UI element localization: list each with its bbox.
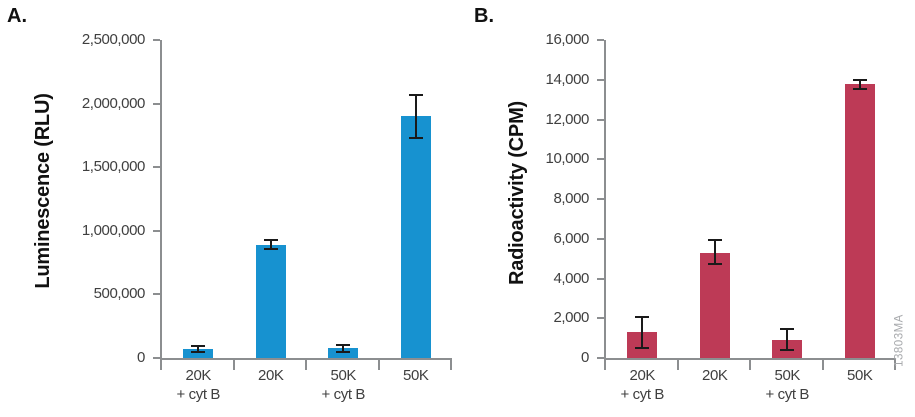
- error-bar-cap-bottom: [408, 136, 423, 139]
- bar: [255, 244, 286, 358]
- y-tick-label: 1,000,000: [81, 221, 146, 239]
- panel-a-plot-area: 0 500,000 1,000,000 1,500,000 2,000,000 2,500…: [0, 0, 455, 417]
- bar: [699, 252, 730, 358]
- y-axis-tick: [153, 39, 160, 41]
- x-axis-group-tick: [232, 358, 235, 370]
- x-category-label-line: + cyt B: [765, 386, 810, 403]
- y-tick-label: 14,000: [545, 70, 590, 88]
- y-tick-label: 0: [137, 349, 145, 366]
- x-axis-group-tick: [676, 358, 679, 370]
- x-category-label-line: 20K: [702, 367, 728, 384]
- y-axis-tick: [153, 166, 160, 169]
- error-bar-line: [641, 317, 644, 349]
- y-tick-label: 10,000: [545, 150, 590, 168]
- y-axis-tick: [153, 357, 160, 359]
- y-tick-label: 6,000: [553, 229, 589, 247]
- y-tick-label: 8,000: [553, 190, 589, 207]
- bar: [328, 348, 359, 358]
- error-bar-cap-bottom: [852, 87, 867, 90]
- x-axis-group-tick: [749, 358, 751, 370]
- x-category-label-line: 20K: [629, 367, 656, 384]
- x-category-label-line: 50K: [330, 367, 357, 384]
- y-axis-tick: [597, 277, 604, 280]
- y-axis-tick: [153, 229, 160, 232]
- x-category-label: 50K: [378, 366, 454, 385]
- error-bar-line: [858, 79, 861, 89]
- x-category-label-line: 50K: [774, 367, 801, 384]
- y-tick-label: 4,000: [553, 269, 589, 287]
- error-bar-cap-bottom: [263, 248, 278, 251]
- watermark-text: 13803MA: [893, 314, 906, 367]
- x-category-label: 50K + cyt B: [305, 366, 381, 404]
- error-bar-cap-bottom: [780, 349, 795, 352]
- error-bar-cap-top: [263, 238, 278, 241]
- x-category-label-line: 20K: [258, 367, 284, 384]
- x-axis-group-tick: [821, 358, 824, 370]
- x-category-label-line: 50K: [403, 367, 429, 384]
- y-axis-tick: [597, 118, 604, 121]
- x-axis-group-tick: [450, 358, 452, 370]
- y-tick-label: 16,000: [545, 31, 590, 48]
- y-tick-label: 0: [581, 349, 589, 366]
- x-category-label-line: + cyt B: [321, 386, 366, 403]
- error-bar-cap-top: [191, 344, 206, 347]
- y-tick-label: 2,000,000: [81, 94, 146, 112]
- x-category-label-line: + cyt B: [176, 386, 221, 403]
- error-bar-cap-top: [336, 344, 351, 347]
- y-axis-tick: [597, 317, 604, 320]
- bar: [183, 349, 214, 358]
- y-axis-tick: [597, 237, 604, 240]
- panel-a: A. Luminescence (RLU) 0 500,000 1,000,000 1…: [0, 0, 455, 417]
- x-category-label: 50K: [822, 366, 898, 385]
- y-axis-tick: [153, 293, 160, 296]
- y-axis-tick: [597, 78, 604, 81]
- error-bar-cap-top: [707, 238, 722, 241]
- error-bar-cap-top: [635, 316, 650, 319]
- error-bar-cap-bottom: [707, 262, 722, 265]
- error-bar-cap-top: [852, 78, 867, 81]
- y-axis-line: [160, 40, 162, 370]
- error-bar-line: [269, 239, 272, 250]
- panel-b-plot-area: 0 2,000 4,000 6,000 8,000 10,000 12,000 14,000 1…: [444, 0, 915, 417]
- error-bar-line: [786, 329, 789, 351]
- error-bar-cap-bottom: [635, 347, 650, 350]
- y-tick-label: 2,500,000: [81, 31, 146, 48]
- x-category-label: 50K + cyt B: [749, 366, 825, 404]
- y-axis-tick: [597, 158, 604, 161]
- x-category-label-line: 20K: [185, 367, 212, 384]
- error-bar-cap-top: [780, 328, 795, 331]
- y-axis-tick: [597, 198, 604, 200]
- y-tick-label: 2,000: [553, 309, 589, 327]
- panel-b-title: B.: [474, 5, 494, 27]
- bar: [844, 83, 875, 358]
- error-bar-line: [197, 345, 200, 353]
- x-axis-group-tick: [305, 358, 307, 370]
- y-tick-label: 500,000: [93, 285, 146, 303]
- x-category-label: 20K: [677, 366, 753, 385]
- error-bar-cap-bottom: [336, 350, 351, 353]
- x-category-label: 20K + cyt B: [604, 366, 680, 404]
- y-axis-line: [604, 40, 606, 370]
- bar: [400, 116, 431, 358]
- panel-a-title: A.: [7, 5, 27, 27]
- y-axis-tick: [597, 39, 604, 41]
- x-axis-group-tick: [377, 358, 380, 370]
- error-bar-cap-top: [408, 93, 423, 96]
- y-axis-tick: [597, 357, 604, 359]
- x-axis-group-tick: [894, 358, 896, 370]
- y-tick-label: 12,000: [545, 110, 590, 128]
- error-bar-cap-bottom: [191, 351, 206, 354]
- error-bar-line: [414, 94, 417, 138]
- y-tick-label: 1,500,000: [81, 158, 146, 176]
- y-axis-tick: [153, 102, 160, 105]
- x-category-label: 20K + cyt B: [160, 366, 236, 404]
- x-category-label-line: 50K: [847, 367, 873, 384]
- error-bar-line: [342, 345, 345, 352]
- x-category-label-line: + cyt B: [620, 386, 665, 403]
- error-bar-line: [713, 239, 716, 264]
- x-category-label: 20K: [233, 366, 309, 385]
- panel-b: B. Radioactivity (CPM) 0 2,000 4,000 6,000 8…: [444, 0, 915, 417]
